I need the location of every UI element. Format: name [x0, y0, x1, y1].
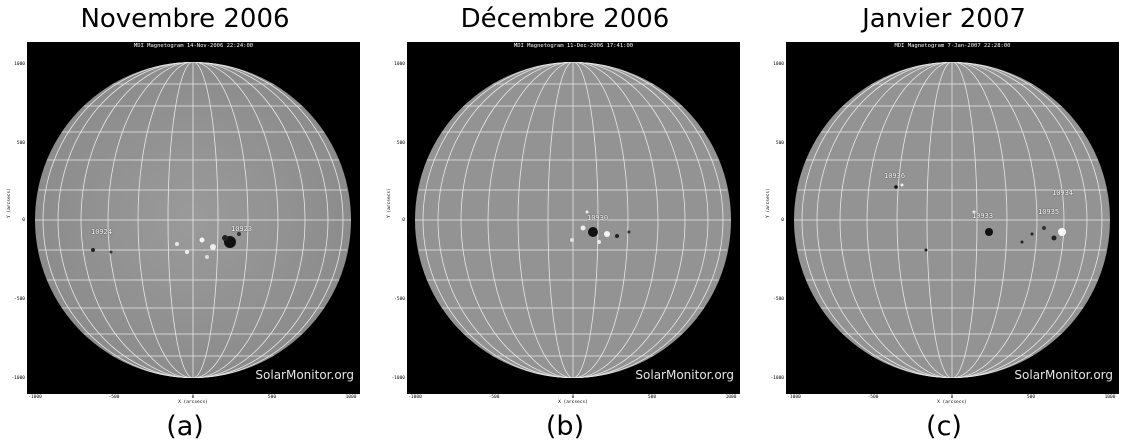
active-region-spots [894, 183, 1066, 252]
y-tick: -500 [14, 297, 25, 302]
solar-disk [794, 62, 1110, 378]
region-label: 10923 [231, 225, 253, 233]
x-tick: 1000 [1104, 395, 1116, 400]
x-axis-label: X (arcsecs) [178, 400, 208, 405]
watermark: SolarMonitor.org [1014, 368, 1113, 382]
x-tick: -500 [867, 395, 879, 400]
y-axis-label: Y (arcsecs) [7, 188, 12, 218]
x-tick: 500 [267, 395, 277, 400]
panel-b: Décembre 2006 [385, 0, 745, 447]
y-axis-label: Y (arcsecs) [387, 188, 392, 218]
panel-title: Décembre 2006 [460, 4, 670, 34]
magnetogram-image: 10936 10934 10935 10933 SolarMonitor.org [786, 42, 1119, 394]
x-tick: 0 [571, 395, 575, 400]
x-axis-label: X (arcsecs) [558, 400, 588, 405]
region-label: 10930 [587, 214, 609, 222]
panel-title: Novembre 2006 [80, 4, 290, 34]
coordinate-grid [415, 62, 731, 378]
x-tick: -500 [108, 395, 120, 400]
coordinate-grid [794, 62, 1110, 378]
watermark: SolarMonitor.org [635, 368, 734, 382]
x-tick: -1000 [787, 395, 801, 400]
magnetogram-subtitle: MDI Magnetogram 14-Nov-2006 22:24:00 [133, 43, 254, 49]
region-label: 10924 [91, 228, 113, 236]
y-tick: 0 [22, 218, 25, 223]
x-tick: -1000 [408, 395, 422, 400]
x-tick: 500 [1026, 395, 1036, 400]
y-tick: 500 [775, 141, 784, 146]
y-tick: -1000 [770, 376, 784, 381]
solar-disk [35, 62, 351, 378]
magnetogram-image: 10930 SolarMonitor.org [407, 42, 740, 394]
panel-c: Janvier 2007 [764, 0, 1124, 447]
panel-title: Janvier 2007 [862, 4, 1026, 34]
panel-caption: (c) [926, 411, 962, 442]
magnetogram-frame: 10930 SolarMonitor.org MDI Magnetogram 1… [385, 42, 745, 405]
y-tick: 500 [16, 141, 25, 146]
y-tick: 500 [396, 141, 405, 146]
panel-a: Novembre 2006 [5, 0, 365, 447]
x-tick: -1000 [28, 395, 42, 400]
y-tick: 0 [781, 218, 784, 223]
panel-caption: (b) [545, 411, 585, 442]
magnetogram-frame: 10924 10923 SolarMonitor.org MDI Magneto… [5, 42, 365, 405]
x-axis-label: X (arcsecs) [937, 400, 967, 405]
magnetogram-image: 10924 10923 SolarMonitor.org [27, 42, 360, 394]
region-label: 10934 [1052, 189, 1074, 197]
y-tick: -1000 [391, 376, 405, 381]
y-tick: 1000 [14, 62, 25, 67]
region-label: 10933 [972, 212, 994, 220]
watermark: SolarMonitor.org [255, 368, 354, 382]
active-region-spots [570, 210, 631, 244]
magnetogram-subtitle: MDI Magnetogram 7-Jan-2007 22:28:00 [894, 43, 1011, 49]
region-label: 10936 [884, 172, 906, 180]
y-axis-label: Y (arcsecs) [766, 188, 771, 218]
x-tick: 1000 [345, 395, 357, 400]
active-region-spots [91, 232, 241, 259]
region-label: 10935 [1038, 208, 1060, 216]
x-tick: -500 [488, 395, 500, 400]
y-tick: -500 [394, 297, 405, 302]
solar-disk [415, 62, 731, 378]
y-tick: 1000 [773, 62, 784, 67]
y-tick: 1000 [394, 62, 405, 67]
x-tick: 0 [950, 395, 954, 400]
x-tick: 1000 [725, 395, 737, 400]
x-tick: 0 [191, 395, 195, 400]
y-tick: -500 [773, 297, 784, 302]
y-tick: -1000 [11, 376, 25, 381]
x-tick: 500 [647, 395, 657, 400]
panel-caption: (a) [166, 411, 204, 442]
coordinate-grid [35, 62, 351, 378]
magnetogram-subtitle: MDI Magnetogram 11-Dec-2006 17:41:00 [513, 43, 634, 49]
magnetogram-frame: 10936 10934 10935 10933 SolarMonitor.org… [764, 42, 1124, 405]
y-tick: 0 [402, 218, 405, 223]
